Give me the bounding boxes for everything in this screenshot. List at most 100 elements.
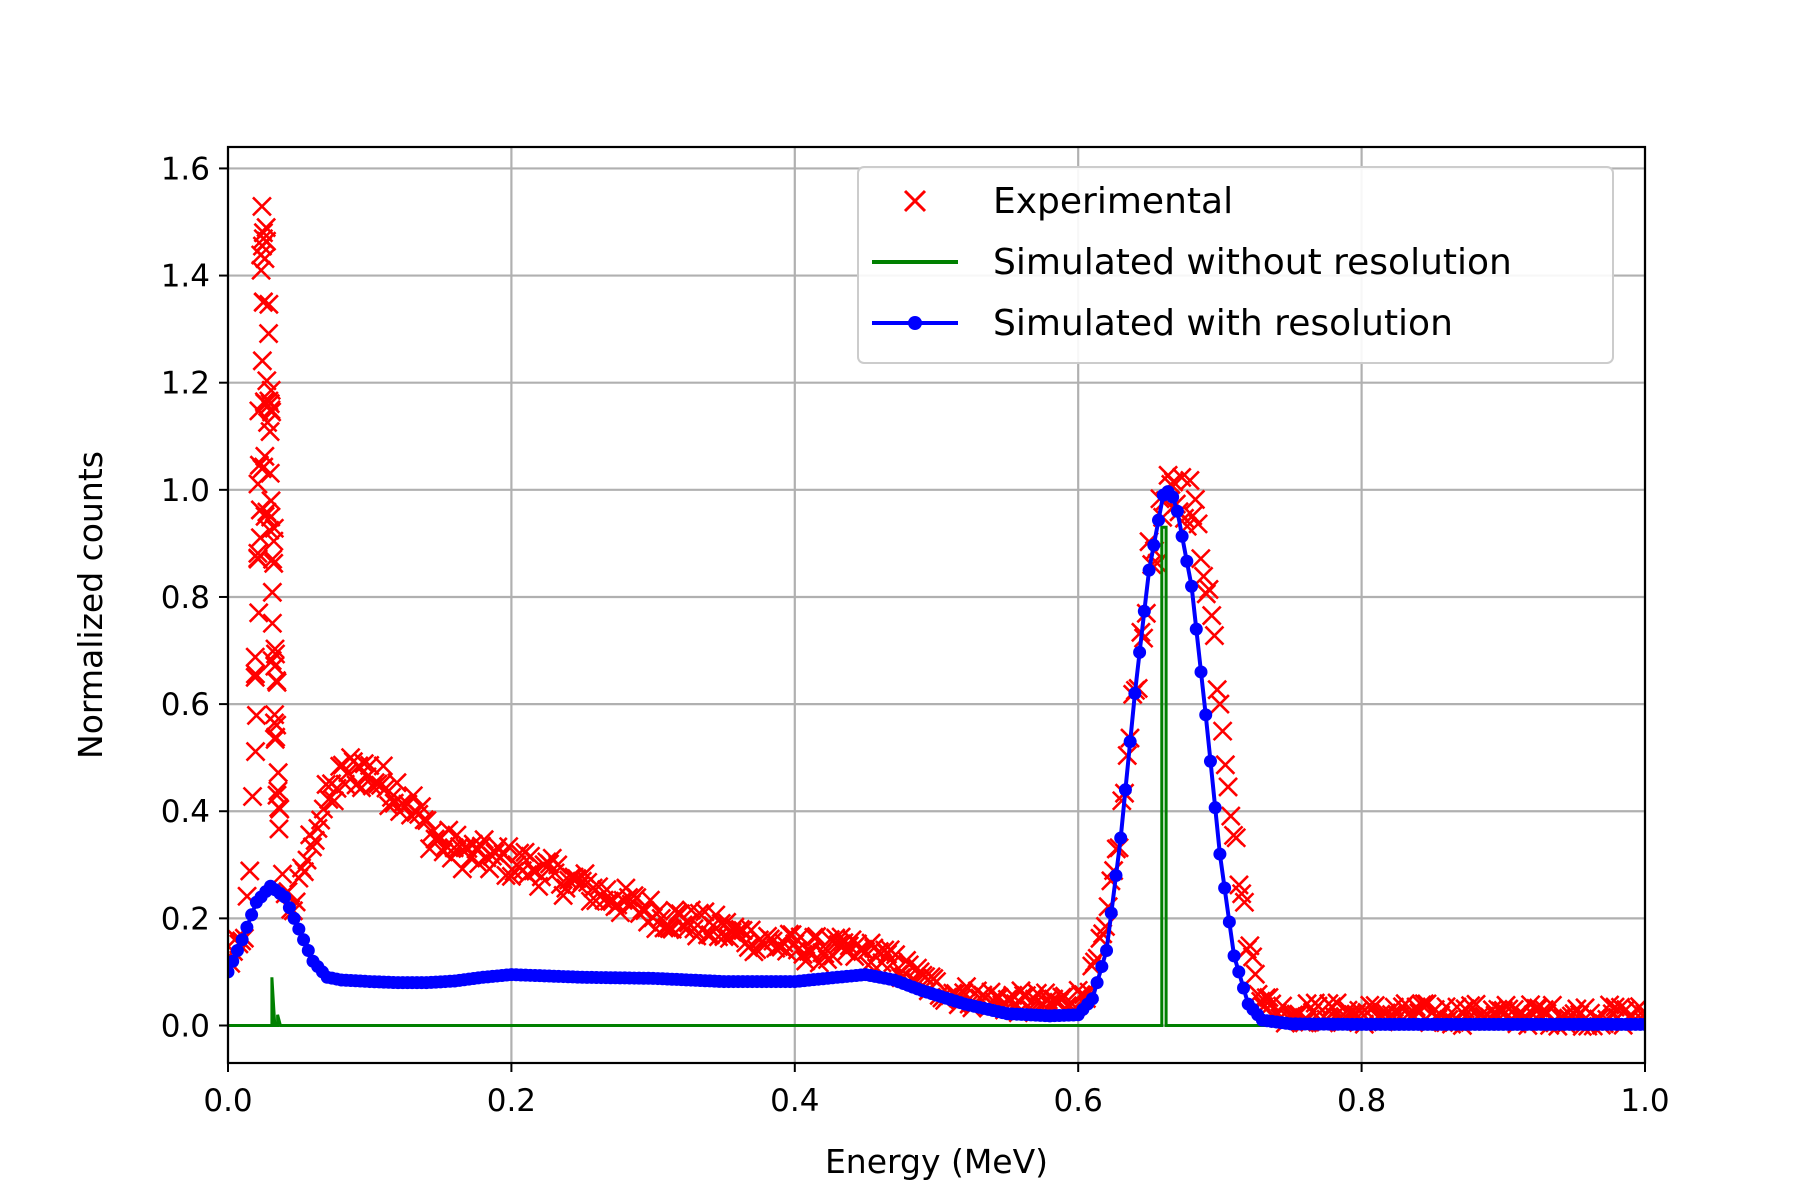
simulated-with-resolution-point bbox=[1085, 992, 1099, 1006]
simulated-with-resolution-point bbox=[1123, 735, 1137, 749]
experimental-point bbox=[258, 294, 279, 315]
experimental-point bbox=[1384, 997, 1405, 1018]
simulated-with-resolution-point bbox=[1222, 915, 1236, 929]
experimental-point bbox=[258, 323, 279, 344]
experimental-point bbox=[263, 531, 284, 552]
experimental-point bbox=[885, 944, 906, 965]
y-tick-label: 1.2 bbox=[161, 366, 210, 402]
experimental-point bbox=[531, 866, 552, 887]
simulated-with-resolution-point bbox=[1199, 708, 1213, 722]
experimental-point bbox=[242, 786, 263, 807]
experimental-point bbox=[268, 762, 289, 783]
simulated-with-resolution-point bbox=[1227, 949, 1241, 963]
simulated-with-resolution-point bbox=[1218, 881, 1232, 895]
experimental-point bbox=[262, 582, 283, 603]
experimental-point bbox=[1180, 470, 1200, 491]
simulated-with-resolution-point bbox=[1090, 976, 1104, 990]
experimental-point bbox=[357, 766, 377, 787]
y-tick-label: 1.6 bbox=[161, 151, 210, 187]
experimental-point bbox=[468, 853, 489, 874]
legend-marker-dot bbox=[908, 316, 922, 330]
experimental-point bbox=[245, 664, 266, 684]
experimental-point bbox=[1212, 721, 1233, 742]
simulated-with-resolution-point bbox=[228, 965, 235, 979]
simulated-with-resolution-point bbox=[1185, 579, 1199, 593]
y-axis-label: Normalized counts bbox=[71, 451, 110, 759]
experimental-point bbox=[659, 918, 680, 939]
experimental-point bbox=[262, 549, 283, 570]
experimental-point bbox=[381, 787, 402, 808]
experimental-point bbox=[261, 490, 281, 511]
experimental-point bbox=[610, 902, 631, 923]
experimental-point bbox=[1199, 579, 1219, 600]
simulated-with-resolution-point bbox=[1232, 965, 1246, 979]
x-tick-label: 0.8 bbox=[1337, 1083, 1386, 1119]
simulated-with-resolution-point bbox=[287, 911, 301, 925]
experimental-point bbox=[1239, 935, 1260, 956]
simulated-with-resolution-point bbox=[240, 920, 254, 934]
legend-entry-simulated-with-resolution: Simulated with resolution bbox=[872, 303, 1453, 344]
experimental-point bbox=[272, 864, 293, 885]
experimental-point bbox=[248, 602, 269, 623]
experimental-point bbox=[239, 861, 260, 881]
y-tick-label: 1.4 bbox=[161, 259, 210, 295]
axes: 0.0 0.2 0.4 0.6 0.8 1.0 0.0 0.2 0.4 0.6 0.8 1.0 1.2 1… bbox=[161, 145, 1670, 1119]
simulated-with-resolution-point bbox=[235, 933, 249, 947]
experimental-point bbox=[640, 890, 661, 911]
simulated-with-resolution-point bbox=[292, 922, 306, 936]
simulated-with-resolution-point bbox=[297, 933, 311, 947]
simulated-with-resolution-point bbox=[1100, 944, 1114, 958]
simulated-with-resolution-point bbox=[1175, 529, 1189, 543]
experimental-point bbox=[245, 741, 266, 762]
experimental-point bbox=[1220, 806, 1241, 826]
experimental-point bbox=[266, 670, 287, 691]
experimental-point bbox=[1190, 548, 1211, 569]
simulated-with-resolution-point bbox=[282, 901, 296, 915]
legend-marker-x bbox=[903, 189, 927, 213]
simulated-with-resolution-point bbox=[1104, 906, 1118, 920]
experimental-point bbox=[268, 781, 288, 801]
experimental-point bbox=[245, 647, 266, 668]
experimental-point bbox=[1188, 513, 1209, 534]
y-tick-label: 0.2 bbox=[161, 901, 210, 937]
simulated-with-resolution-point bbox=[1095, 960, 1109, 974]
legend-label-experimental: Experimental bbox=[993, 181, 1233, 222]
experimental-point bbox=[705, 905, 726, 925]
experimental-point bbox=[501, 866, 522, 887]
experimental-point bbox=[265, 639, 285, 659]
experimental-point bbox=[1204, 625, 1225, 646]
simulated-with-resolution-point bbox=[1180, 554, 1194, 568]
simulated-with-resolution-point bbox=[1147, 538, 1161, 552]
experimental-point bbox=[403, 785, 424, 806]
experimental-point bbox=[523, 860, 544, 881]
experimental-point bbox=[258, 391, 279, 411]
experimental-point bbox=[318, 789, 339, 810]
experimental-point bbox=[417, 810, 437, 831]
experimental-point bbox=[433, 841, 454, 862]
x-axis-label: Energy (MeV) bbox=[825, 1142, 1048, 1181]
experimental-point bbox=[675, 919, 696, 940]
experimental-point bbox=[346, 774, 366, 795]
axes-frame bbox=[226, 145, 1647, 1065]
series-simulated-without-resolution-line bbox=[228, 525, 1645, 1027]
experimental-point bbox=[302, 837, 323, 857]
simulated-with-resolution-point bbox=[301, 944, 315, 958]
experimental-point bbox=[1272, 996, 1293, 1016]
x-tick-label: 0.4 bbox=[770, 1083, 819, 1119]
y-tick-label: 0.8 bbox=[161, 580, 210, 616]
y-tick-label: 1.0 bbox=[161, 473, 210, 509]
experimental-point bbox=[264, 704, 285, 725]
experimental-point bbox=[254, 391, 275, 412]
simulated-with-resolution-point bbox=[245, 908, 259, 922]
experimental-point bbox=[673, 914, 693, 935]
experimental-point bbox=[245, 667, 266, 688]
simulated-with-resolution-point bbox=[1194, 665, 1208, 679]
experimental-point bbox=[817, 949, 838, 970]
legend-key-simulated-with-resolution-line bbox=[872, 316, 958, 330]
simulated-with-resolution-point bbox=[1128, 686, 1142, 700]
simulated-with-resolution-point bbox=[1142, 563, 1156, 577]
legend-entry-simulated-without-resolution: Simulated without resolution bbox=[872, 242, 1512, 283]
simulated-with-resolution-point bbox=[1208, 801, 1222, 815]
y-tick-label: 0.6 bbox=[161, 687, 210, 723]
